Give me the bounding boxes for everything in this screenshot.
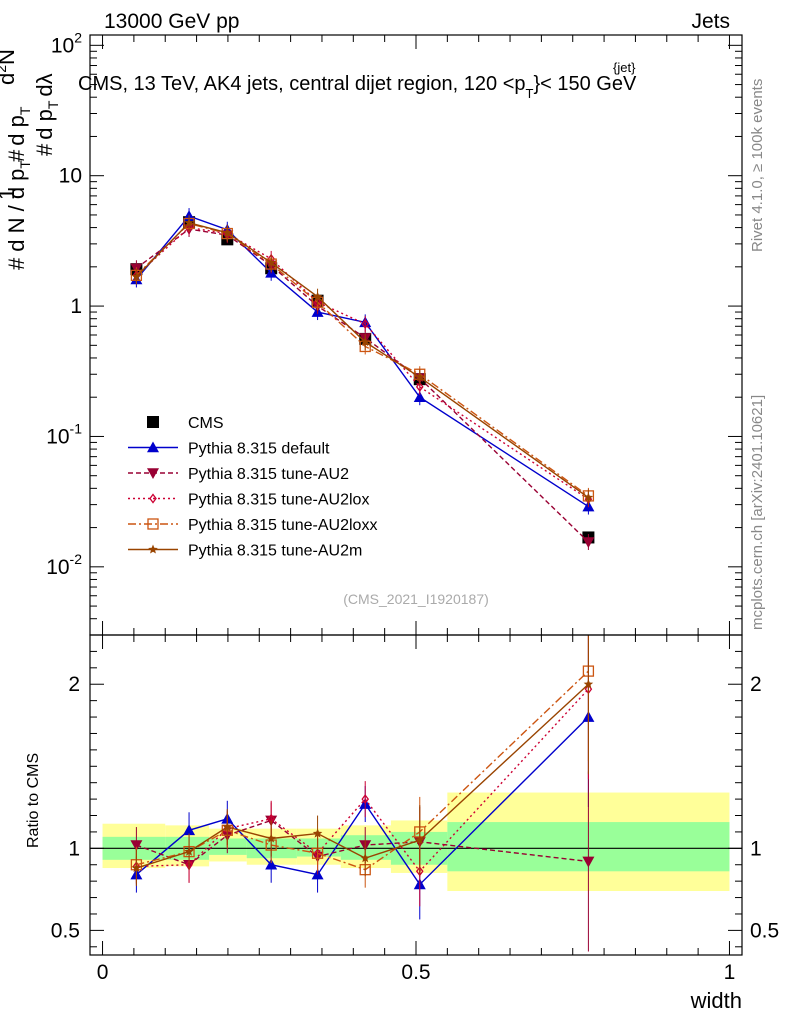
ratio-point-0-1	[183, 824, 196, 836]
top-series-line-5	[135, 222, 589, 499]
top-series-5	[131, 214, 594, 506]
ratio-series-line-2	[136, 688, 589, 873]
legend-marker-0	[147, 416, 159, 428]
legend-marker-5	[148, 544, 158, 554]
top-point-5-7	[583, 492, 594, 502]
top-point-5-2	[222, 227, 233, 237]
side-mcplots-label: mcplots.cern.ch [arXiv:2401.10621]	[749, 395, 766, 630]
ratio-series-line-1	[136, 819, 589, 866]
legend: CMS Pythia 8.315 default Pythia 8.315 tune…	[128, 415, 377, 560]
ratio-band-inner-2	[209, 838, 247, 855]
ratio-point-4-7	[583, 679, 594, 689]
ratio-ytick-label-right: 0.5	[750, 919, 779, 942]
header-left: 13000 GeV pp	[104, 10, 239, 33]
ratio-ytick-label-left: 0.5	[51, 919, 80, 942]
top-series-layer	[130, 208, 595, 551]
ratio-point-4-6	[415, 835, 425, 845]
legend-label-5: Pythia 8.315 tune-AU2m	[188, 543, 362, 560]
ratio-point-4-5	[360, 853, 370, 863]
header-right: Jets	[691, 10, 730, 33]
top-series-line-2	[135, 228, 589, 543]
axes-layer: 10-2 10-1 1 10 102 0 0.5 1 0.5 0.5 1 1 2 2	[46, 29, 779, 984]
svg-text:d2N: d2N	[0, 49, 19, 85]
legend-marker-4	[147, 518, 159, 530]
ratio-point-4-3	[266, 833, 276, 843]
top-ytick-label: 1	[70, 295, 82, 318]
svg-text:1: 1	[0, 188, 19, 200]
legend-entry-5: Pythia 8.315 tune-AU2m	[128, 543, 362, 560]
ratio-point-1-0	[130, 840, 143, 852]
x-axis-label: width	[690, 988, 742, 1013]
legend-entry-4: Pythia 8.315 tune-AU2loxx	[128, 517, 377, 534]
top-ytick-label: 10	[59, 165, 82, 188]
top-ylabel: #d N / d pT 1 #d pT #d pTdλ d2N	[0, 49, 61, 270]
ratio-series-line-0	[135, 716, 589, 886]
legend-entry-0: CMS	[147, 415, 224, 432]
top-point-5-3	[266, 257, 276, 267]
top-series-4	[130, 215, 595, 504]
legend-entry-3: Pythia 8.315 tune-AU2lox	[128, 492, 369, 509]
watermark: (CMS_2021_I1920187)	[343, 591, 489, 607]
top-point-3-6	[415, 381, 424, 392]
top-ytick-label: 10-1	[46, 420, 82, 448]
top-point-5-6	[415, 372, 425, 382]
legend-marker-1	[147, 441, 159, 453]
ratio-series-line-4	[136, 683, 589, 869]
top-point-5-4	[312, 291, 323, 301]
ratio-ytick-label-right: 2	[750, 673, 762, 696]
ratio-point-4-4	[312, 828, 323, 838]
ratio-series-4	[131, 635, 594, 887]
ratio-point-0-3	[265, 858, 278, 870]
top-series-line-1	[135, 215, 589, 508]
top-ytick-label: 102	[51, 29, 82, 57]
top-point-3-5	[361, 318, 370, 329]
ratio-series-line-3	[136, 670, 589, 871]
legend-label-1: Pythia 8.315 default	[188, 441, 330, 458]
top-point-5-0	[131, 271, 142, 281]
plot-title: CMS, 13 TeV, AK4 jets, central dijet reg…	[78, 73, 637, 101]
legend-label-3: Pythia 8.315 tune-AU2lox	[188, 492, 369, 509]
x-tick-label: 0	[97, 961, 109, 984]
top-point-5-5	[360, 337, 370, 347]
ratio-ytick-label-right: 1	[750, 837, 762, 860]
top-point-2-7	[582, 537, 595, 549]
top-ytick-label: 10-2	[46, 551, 82, 579]
legend-marker-3	[149, 493, 157, 504]
top-point-1-6	[413, 391, 426, 403]
ratio-plot-frame	[89, 634, 743, 956]
top-point-5-1	[184, 217, 194, 227]
legend-label-4: Pythia 8.315 tune-AU2loxx	[188, 517, 377, 534]
legend-label-2: Pythia 8.315 tune-AU2	[188, 466, 349, 483]
ratio-point-1-7	[582, 856, 595, 868]
svg-text:#d pT: #d pT	[4, 106, 33, 162]
x-tick-label: 0.5	[401, 961, 430, 984]
legend-entry-1: Pythia 8.315 default	[128, 441, 330, 458]
side-rivet-label: Rivet 4.1.0, ≥ 100k events	[749, 79, 766, 252]
ratio-series-layer	[130, 635, 595, 952]
legend-label-0: CMS	[188, 415, 224, 432]
ratio-point-4-1	[184, 846, 194, 856]
ratio-ytick-label-left: 2	[68, 673, 80, 696]
ratio-point-2-5	[361, 794, 370, 805]
ratio-point-2-6	[415, 866, 424, 877]
svg-text:#d pTdλ: #d pTdλ	[32, 73, 61, 156]
svg-text:#d N / d pT: #d N / d pT	[4, 160, 33, 270]
ratio-point-4-2	[222, 822, 233, 831]
legend-marker-2	[147, 468, 159, 479]
plot-title-sup: {jet}	[613, 60, 636, 75]
x-tick-label: 1	[724, 961, 736, 984]
ratio-ytick-label-left: 1	[68, 837, 80, 860]
ratio-ylabel: Ratio to CMS	[25, 753, 42, 848]
top-series-line-3	[135, 226, 589, 500]
ratio-point-4-0	[131, 863, 142, 873]
legend-entry-2: Pythia 8.315 tune-AU2	[128, 466, 349, 483]
